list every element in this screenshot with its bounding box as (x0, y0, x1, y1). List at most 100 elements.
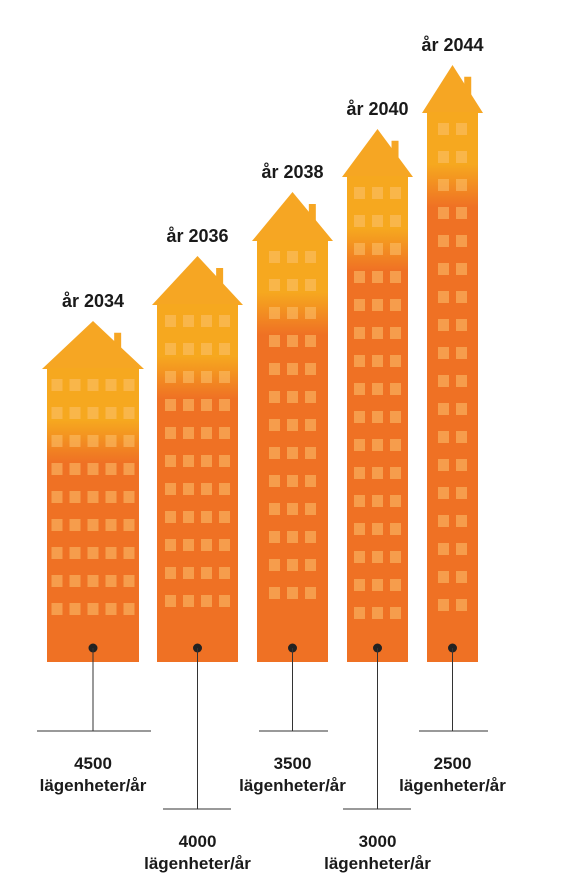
window (123, 575, 135, 587)
window (372, 215, 383, 227)
window (269, 503, 280, 515)
window (354, 187, 365, 199)
window (87, 435, 99, 447)
window (269, 335, 280, 347)
window (123, 547, 135, 559)
window (219, 455, 230, 467)
window (219, 399, 230, 411)
building-4 (342, 129, 413, 810)
window (372, 355, 383, 367)
window (372, 439, 383, 451)
building-3 (252, 192, 333, 732)
window (456, 375, 467, 387)
window (87, 519, 99, 531)
value-unit: lägenheter/år (144, 854, 251, 873)
window (287, 503, 298, 515)
roof (342, 129, 413, 177)
window (287, 279, 298, 291)
window (305, 335, 316, 347)
window (287, 307, 298, 319)
window (456, 459, 467, 471)
value-unit: lägenheter/år (399, 776, 506, 795)
window (438, 179, 449, 191)
window (438, 571, 449, 583)
window (390, 243, 401, 255)
window (165, 595, 176, 607)
window (219, 427, 230, 439)
window (372, 383, 383, 395)
window (105, 435, 117, 447)
window (183, 427, 194, 439)
window (438, 459, 449, 471)
window (105, 407, 117, 419)
window (183, 399, 194, 411)
window (456, 515, 467, 527)
value-number: 3000 (358, 832, 397, 851)
window (123, 463, 135, 475)
window (354, 551, 365, 563)
window (456, 263, 467, 275)
window (456, 235, 467, 247)
value-unit: lägenheter/år (239, 776, 346, 795)
value-number: 4000 (178, 832, 217, 851)
window (201, 427, 212, 439)
window (456, 123, 467, 135)
window (372, 243, 383, 255)
window (456, 347, 467, 359)
window (105, 603, 117, 615)
window (269, 419, 280, 431)
window (287, 559, 298, 571)
window (165, 455, 176, 467)
window (183, 595, 194, 607)
window (165, 343, 176, 355)
window (165, 567, 176, 579)
value-number: 3500 (273, 754, 312, 773)
window (69, 463, 81, 475)
window (183, 483, 194, 495)
window (87, 491, 99, 503)
window (69, 491, 81, 503)
window (165, 371, 176, 383)
window (372, 551, 383, 563)
window (438, 263, 449, 275)
window (87, 407, 99, 419)
window (69, 519, 81, 531)
window (219, 483, 230, 495)
window (165, 483, 176, 495)
window (372, 187, 383, 199)
bar-5 (427, 112, 478, 662)
window (219, 567, 230, 579)
window (438, 347, 449, 359)
window (372, 523, 383, 535)
window (438, 123, 449, 135)
window (87, 379, 99, 391)
window (390, 411, 401, 423)
window (87, 603, 99, 615)
building-5 (419, 65, 488, 732)
window (105, 491, 117, 503)
window (219, 511, 230, 523)
window (390, 271, 401, 283)
window (354, 243, 365, 255)
window (123, 603, 135, 615)
window (69, 379, 81, 391)
window (372, 271, 383, 283)
window (51, 407, 63, 419)
window (51, 435, 63, 447)
window (165, 315, 176, 327)
window (287, 587, 298, 599)
window (105, 575, 117, 587)
roof (252, 192, 333, 241)
window (123, 379, 135, 391)
window (456, 431, 467, 443)
building-1 (37, 321, 151, 732)
value-label-5: 2500 lägenheter/år (383, 753, 523, 797)
window (390, 215, 401, 227)
window (219, 595, 230, 607)
window (456, 151, 467, 163)
value-unit: lägenheter/år (324, 854, 431, 873)
window (456, 179, 467, 191)
roof (422, 65, 483, 113)
window (438, 431, 449, 443)
window (69, 547, 81, 559)
